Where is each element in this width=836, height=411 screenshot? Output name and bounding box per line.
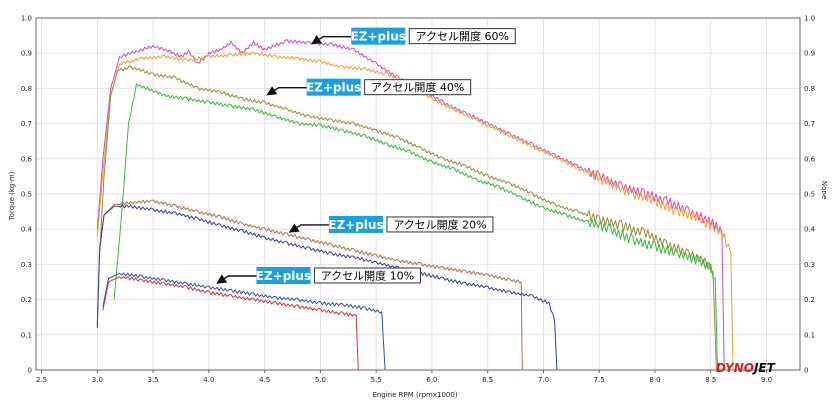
- y2-axis-label: None: [820, 181, 828, 199]
- annotation-0: EZ+plus アクセル開度 60%: [311, 27, 516, 45]
- y2-tick-label: 0.4: [804, 226, 816, 234]
- y-tick-label: 0.3: [21, 261, 32, 269]
- x-tick-label: 5.5: [371, 376, 382, 384]
- logo-text: DYNOJET: [716, 361, 776, 375]
- series-line-5: [96, 204, 558, 371]
- annotation-badge: [351, 27, 406, 45]
- x-tick-label: 6.5: [482, 376, 493, 384]
- y-tick-label: 0.6: [21, 155, 33, 163]
- dynojet-logo: DYNOJET: [716, 361, 776, 375]
- x-axis-label: Engine RPM (rpmx1000): [372, 391, 457, 399]
- series-line-4: [96, 199, 523, 371]
- annotation-1: EZ+plus アクセル開度 40%: [266, 78, 472, 96]
- y-tick-label: 0.1: [21, 331, 32, 339]
- y-tick-label: 0: [28, 367, 32, 375]
- x-tick-label: 3.0: [92, 376, 103, 384]
- y-axis-label: Torque (kg-m): [8, 171, 16, 221]
- y-tick-labels: 0 0.1 0.2 0.3 0.4 0.5 0.6 0.7 0.8 0.9 1.0: [21, 15, 33, 375]
- annotation-arrow: [216, 274, 257, 284]
- x-tick-label: 7.0: [538, 376, 549, 384]
- y-tick-label: 0.5: [21, 191, 32, 199]
- x-tick-label: 4.0: [203, 376, 214, 384]
- annotations: EZ+plus アクセル開度 60%EZ+plus アクセル開度 40%EZ+plu…: [216, 27, 516, 284]
- x-tick-label: 2.5: [36, 376, 47, 384]
- x-tick-label: 3.5: [148, 376, 159, 384]
- x-tick-label: 9.0: [761, 376, 772, 384]
- annotation-badge-text: EZ+plus: [306, 81, 361, 95]
- axes: [35, 17, 801, 373]
- annotation-label-text: アクセル開度 20%: [393, 217, 486, 231]
- annotation-label-text: アクセル開度 60%: [416, 29, 509, 43]
- y-tick-label: 0.9: [21, 50, 32, 58]
- x-tick-labels: 2.5 3.0 3.5 4.0 4.5 5.0 5.5 6.0 6.5 7.0 7.5 8.0 8.5 9…: [36, 376, 772, 384]
- y-tick-label: 1.0: [21, 15, 32, 23]
- annotation-badge: [328, 215, 383, 233]
- x-tick-label: 8.0: [649, 376, 660, 384]
- x-tick-label: 8.5: [705, 376, 716, 384]
- annotation-3: EZ+plus アクセル開度 10%: [216, 267, 421, 284]
- x-tick-label: 4.5: [259, 376, 270, 384]
- y2-tick-labels: 0 0.1 0.2 0.3 0.4 0.5 0.6 0.7 0.8 0.9 1.0: [804, 15, 816, 375]
- annotation-arrow: [311, 34, 352, 45]
- y-tick-label: 0.4: [21, 226, 33, 234]
- annotation-label-text: アクセル開度 40%: [371, 80, 464, 94]
- y2-tick-label: 0.6: [804, 155, 816, 163]
- y2-tick-label: 0.8: [804, 85, 815, 93]
- annotation-badge-text: EZ+plus: [328, 218, 383, 232]
- y-tick-label: 0.2: [21, 296, 32, 304]
- annotation-badge-text: EZ+plus: [351, 30, 406, 44]
- grid-lines: [36, 17, 800, 371]
- y2-tick-label: 1.0: [804, 15, 815, 23]
- annotation-label-box: [408, 28, 516, 45]
- annotation-label-box: [386, 216, 494, 233]
- annotation-badge-text: EZ+plus: [256, 269, 311, 283]
- series-line-2: [99, 65, 717, 371]
- series-line-3: [113, 83, 718, 371]
- series-line-7: [102, 275, 359, 371]
- y2-tick-label: 0.9: [804, 50, 815, 58]
- x-tick-label: 5.0: [315, 376, 326, 384]
- annotation-label-text: アクセル開度 10%: [321, 269, 414, 283]
- y-tick-label: 0.8: [21, 85, 32, 93]
- series-line-6: [102, 272, 386, 371]
- annotation-badge: [256, 267, 311, 284]
- plot-frame: [35, 17, 801, 371]
- y-tick-label: 0.7: [21, 120, 32, 128]
- annotation-label-box: [313, 267, 421, 284]
- y2-tick-label: 0.2: [804, 296, 815, 304]
- x-tick-label: 6.0: [426, 376, 437, 384]
- y2-tick-label: 0.5: [804, 191, 815, 199]
- y2-tick-label: 0.1: [804, 331, 815, 339]
- annotation-2: EZ+plus アクセル開度 20%: [288, 215, 494, 233]
- annotation-label-box: [364, 79, 472, 96]
- annotation-arrow: [266, 86, 307, 96]
- x-tick-label: 7.5: [594, 376, 605, 384]
- annotation-arrow: [288, 223, 329, 233]
- y2-tick-label: 0.7: [804, 120, 815, 128]
- y2-tick-label: 0: [804, 367, 808, 375]
- y2-tick-label: 0.3: [804, 261, 815, 269]
- annotation-badge: [306, 78, 361, 96]
